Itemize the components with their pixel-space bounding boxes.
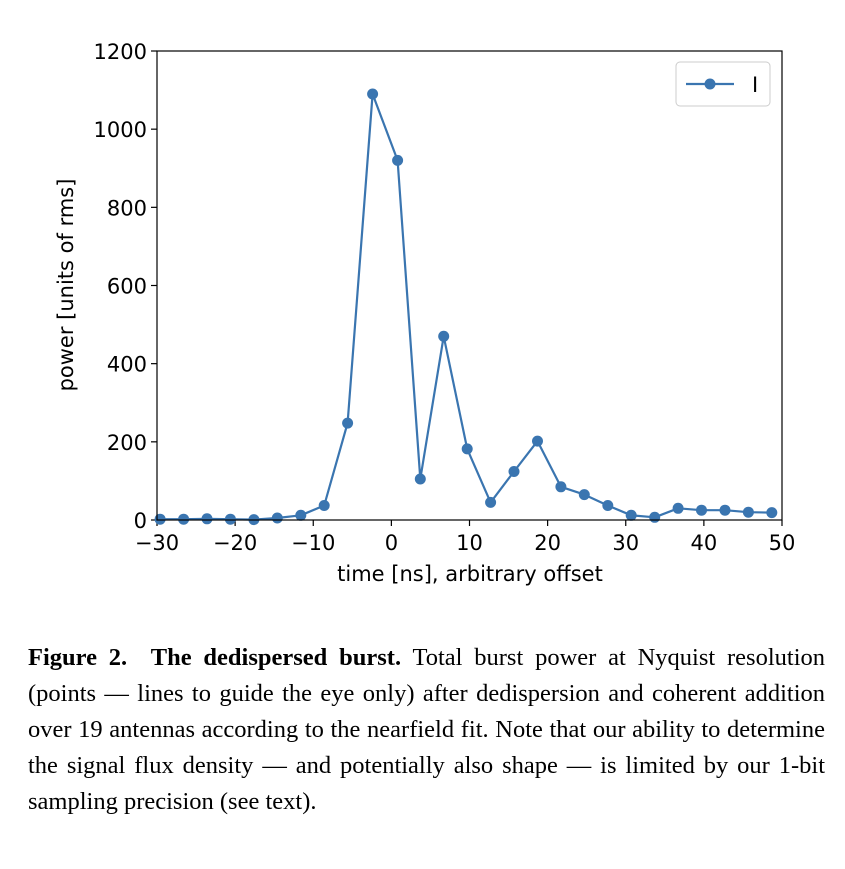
legend: I: [675, 61, 771, 107]
y-tick-label: 1200: [94, 40, 147, 64]
data-point: [318, 500, 330, 511]
y-tick-label: 800: [107, 196, 147, 220]
data-point: [438, 330, 450, 342]
data-point: [295, 509, 307, 521]
data-point: [271, 512, 283, 524]
figure-caption: Figure 2. The dedispersed burst. Total b…: [28, 640, 825, 820]
x-tick-label: 0: [385, 531, 398, 555]
data-point: [224, 513, 236, 525]
data-point: [392, 154, 404, 166]
x-tick-label: 50: [769, 531, 796, 555]
data-point: [602, 500, 614, 511]
data-point: [742, 506, 754, 518]
plot-frame: [156, 50, 783, 521]
x-tick-label: −30: [135, 531, 179, 555]
data-point: [766, 507, 778, 519]
y-tick-label: 0: [134, 509, 147, 533]
y-tick-label: 400: [107, 353, 147, 377]
x-tick-label: 30: [612, 531, 639, 555]
data-point: [649, 511, 661, 523]
data-point: [672, 502, 684, 514]
caption-text: Total burst power at Nyquist resolution …: [28, 644, 825, 815]
legend-label: I: [752, 73, 758, 97]
data-point: [201, 513, 213, 525]
x-axis-title: time [ns], arbitrary offset: [337, 562, 603, 586]
data-point: [342, 417, 354, 429]
y-axis-title: power [units of rms]: [54, 179, 78, 392]
x-tick-label: −20: [213, 531, 257, 555]
data-point: [532, 435, 543, 447]
series-line: [160, 92, 772, 521]
data-point: [508, 466, 520, 477]
x-tick-label: −10: [291, 531, 335, 555]
x-tick-label: 40: [691, 531, 718, 555]
data-point: [414, 473, 426, 485]
figure: −30 −20 −10 0 10 20 30 40 50 0 200 400 600 800 1000 120…: [54, 40, 796, 586]
data-point: [555, 481, 567, 493]
y-tick-label: 200: [107, 431, 147, 455]
y-tick-label: 1000: [94, 118, 147, 142]
caption-label: Figure 2.: [28, 644, 128, 671]
data-point: [719, 504, 731, 516]
data-point: [578, 489, 590, 501]
legend-marker-sample: [704, 78, 716, 90]
data-point: [367, 88, 379, 100]
data-point: [461, 443, 473, 455]
data-point: [625, 509, 637, 521]
x-tick-label: 10: [456, 531, 483, 555]
data-point: [485, 496, 497, 508]
data-point: [154, 513, 166, 525]
data-point: [696, 504, 707, 516]
data-point: [178, 513, 190, 525]
caption-title: The dedispersed burst.: [150, 644, 402, 671]
x-tick-label: 20: [534, 531, 561, 555]
y-tick-label: 600: [107, 275, 147, 299]
